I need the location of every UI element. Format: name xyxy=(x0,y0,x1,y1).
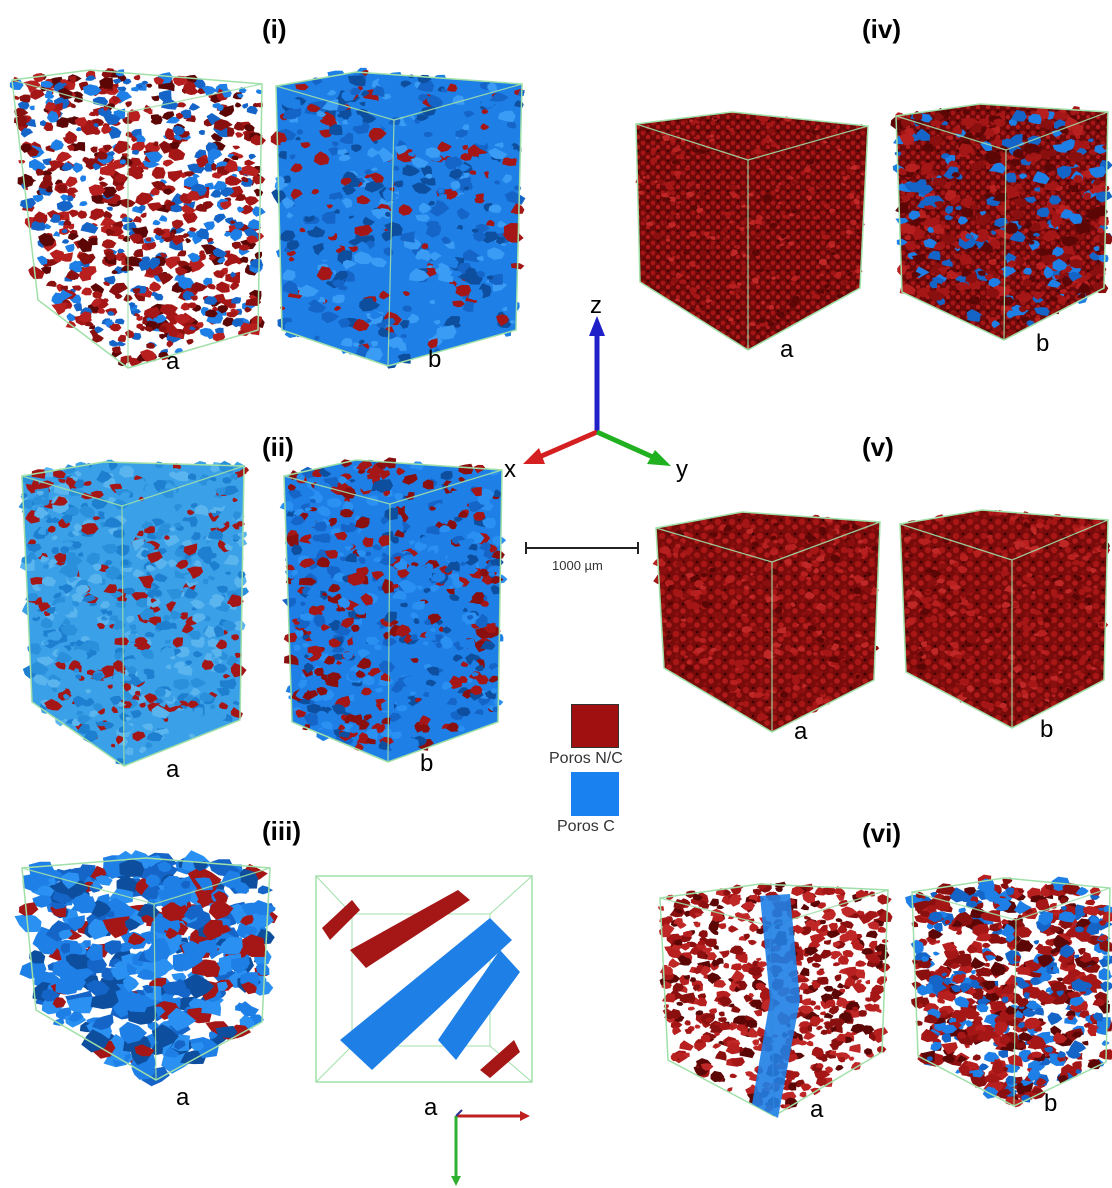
scale-bar xyxy=(525,542,639,554)
sublabel-i-b: b xyxy=(428,346,442,373)
x-axis-arrow-icon xyxy=(523,448,545,464)
x-axis-line xyxy=(536,429,598,461)
sublabel-iii-a: a xyxy=(176,1084,190,1111)
scale-bar-label: 1000 µm xyxy=(552,558,603,573)
sublabel-iv-a: a xyxy=(780,336,794,363)
section-label-i: (i) xyxy=(262,14,287,44)
section-label-v: (v) xyxy=(862,432,894,462)
section-label-vi: (vi) xyxy=(862,818,901,848)
sublabel-i-a: a xyxy=(166,348,180,375)
legend-swatch-connected xyxy=(571,772,619,816)
section-label-iv: (iv) xyxy=(862,14,901,44)
section-label-ii: (ii) xyxy=(262,432,294,462)
box-ii-b xyxy=(279,457,508,763)
view-x-arrow-icon xyxy=(520,1111,530,1121)
box-i-b xyxy=(270,67,526,369)
sublabel-vi-b: b xyxy=(1044,1090,1058,1117)
section-label-iii: (iii) xyxy=(262,816,301,846)
axes-triad xyxy=(523,316,671,466)
pore-volume-group xyxy=(9,67,1112,1118)
sublabel-ii-b: b xyxy=(420,750,434,777)
view-axes-iii xyxy=(451,1109,530,1186)
box-v-a xyxy=(652,511,881,733)
view-y-arrow-icon xyxy=(451,1176,461,1186)
box-v-b xyxy=(899,509,1111,729)
box-i-a xyxy=(9,68,266,369)
sublabel-vi-a: a xyxy=(810,1096,824,1123)
box-iv-b xyxy=(890,103,1112,341)
sublabel-iv-b: b xyxy=(1036,330,1050,357)
box-vi-b xyxy=(905,874,1112,1108)
sublabel-v-a: a xyxy=(794,718,808,745)
connected-pore-channel-vi-a xyxy=(752,894,800,1118)
legend-swatch-non-connected xyxy=(571,704,619,748)
y-axis-line xyxy=(595,429,657,461)
box-ii-a xyxy=(18,459,250,767)
box-iii-a-view xyxy=(315,875,533,1083)
z-axis-arrow-icon xyxy=(589,316,605,336)
box-iv-a xyxy=(635,111,869,351)
legend-label-connected: Poros C xyxy=(557,818,615,835)
box-iii-a xyxy=(14,850,278,1087)
sublabel-iii-a-view: a xyxy=(424,1094,438,1121)
legend-label-non-connected: Poros N/C xyxy=(549,750,623,767)
y-axis-arrow-icon xyxy=(647,450,671,466)
z-axis-label: z xyxy=(590,292,602,319)
x-axis-label: x xyxy=(504,456,516,483)
sublabel-v-b: b xyxy=(1040,716,1054,743)
y-axis-label: y xyxy=(676,456,688,483)
sublabel-ii-a: a xyxy=(166,756,180,783)
